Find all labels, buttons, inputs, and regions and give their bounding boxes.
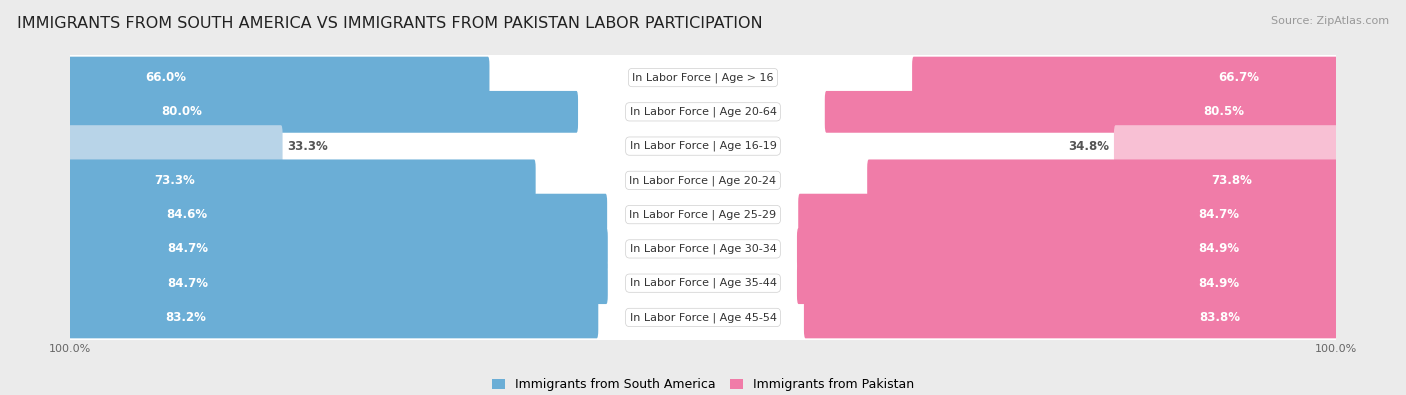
Text: In Labor Force | Age 25-29: In Labor Force | Age 25-29 bbox=[630, 209, 776, 220]
FancyBboxPatch shape bbox=[65, 86, 1341, 138]
FancyBboxPatch shape bbox=[69, 194, 607, 235]
Text: In Labor Force | Age 20-24: In Labor Force | Age 20-24 bbox=[630, 175, 776, 186]
FancyBboxPatch shape bbox=[65, 120, 1341, 172]
Text: In Labor Force | Age > 16: In Labor Force | Age > 16 bbox=[633, 72, 773, 83]
Text: 80.5%: 80.5% bbox=[1204, 105, 1244, 118]
Text: In Labor Force | Age 20-64: In Labor Force | Age 20-64 bbox=[630, 107, 776, 117]
Text: Source: ZipAtlas.com: Source: ZipAtlas.com bbox=[1271, 16, 1389, 26]
FancyBboxPatch shape bbox=[65, 188, 1341, 241]
FancyBboxPatch shape bbox=[65, 257, 1341, 309]
FancyBboxPatch shape bbox=[1114, 125, 1337, 167]
Text: In Labor Force | Age 35-44: In Labor Force | Age 35-44 bbox=[630, 278, 776, 288]
FancyBboxPatch shape bbox=[69, 91, 578, 133]
Text: 34.8%: 34.8% bbox=[1069, 139, 1109, 152]
Text: 84.9%: 84.9% bbox=[1198, 243, 1239, 256]
FancyBboxPatch shape bbox=[868, 160, 1337, 201]
FancyBboxPatch shape bbox=[799, 194, 1337, 235]
FancyBboxPatch shape bbox=[65, 223, 1341, 275]
FancyBboxPatch shape bbox=[69, 56, 489, 98]
FancyBboxPatch shape bbox=[65, 292, 1341, 344]
Text: 84.7%: 84.7% bbox=[167, 243, 208, 256]
FancyBboxPatch shape bbox=[797, 262, 1337, 304]
Text: 66.0%: 66.0% bbox=[145, 71, 187, 84]
Text: In Labor Force | Age 16-19: In Labor Force | Age 16-19 bbox=[630, 141, 776, 151]
Text: 83.8%: 83.8% bbox=[1199, 311, 1240, 324]
Text: 80.0%: 80.0% bbox=[162, 105, 202, 118]
Text: 33.3%: 33.3% bbox=[287, 139, 328, 152]
Text: 73.8%: 73.8% bbox=[1211, 174, 1251, 187]
FancyBboxPatch shape bbox=[69, 262, 607, 304]
Text: 73.3%: 73.3% bbox=[153, 174, 194, 187]
FancyBboxPatch shape bbox=[912, 56, 1337, 98]
FancyBboxPatch shape bbox=[69, 228, 607, 270]
FancyBboxPatch shape bbox=[65, 51, 1341, 103]
FancyBboxPatch shape bbox=[804, 297, 1337, 339]
FancyBboxPatch shape bbox=[69, 160, 536, 201]
Text: IMMIGRANTS FROM SOUTH AMERICA VS IMMIGRANTS FROM PAKISTAN LABOR PARTICIPATION: IMMIGRANTS FROM SOUTH AMERICA VS IMMIGRA… bbox=[17, 16, 762, 31]
Legend: Immigrants from South America, Immigrants from Pakistan: Immigrants from South America, Immigrant… bbox=[486, 373, 920, 395]
FancyBboxPatch shape bbox=[69, 125, 283, 167]
Text: 83.2%: 83.2% bbox=[165, 311, 205, 324]
Text: 66.7%: 66.7% bbox=[1219, 71, 1260, 84]
Text: In Labor Force | Age 45-54: In Labor Force | Age 45-54 bbox=[630, 312, 776, 323]
Text: In Labor Force | Age 30-34: In Labor Force | Age 30-34 bbox=[630, 244, 776, 254]
Text: 84.9%: 84.9% bbox=[1198, 276, 1239, 290]
Text: 84.7%: 84.7% bbox=[167, 276, 208, 290]
Text: 84.6%: 84.6% bbox=[167, 208, 208, 221]
FancyBboxPatch shape bbox=[69, 297, 599, 339]
FancyBboxPatch shape bbox=[825, 91, 1337, 133]
FancyBboxPatch shape bbox=[797, 228, 1337, 270]
FancyBboxPatch shape bbox=[65, 154, 1341, 207]
Text: 84.7%: 84.7% bbox=[1198, 208, 1239, 221]
